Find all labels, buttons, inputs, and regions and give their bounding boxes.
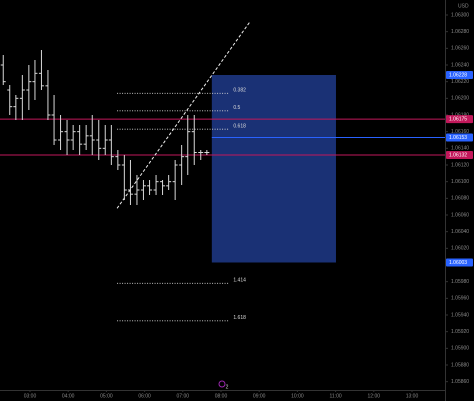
price-tag bbox=[446, 133, 473, 142]
price-tag bbox=[446, 151, 473, 159]
event-icon[interactable] bbox=[218, 380, 226, 388]
price-tag-label: 1.06175 bbox=[449, 116, 467, 122]
y-tick-label: 1.05860 bbox=[451, 379, 469, 385]
price-tag-label: 1.06228 bbox=[449, 72, 467, 78]
fib-label: 0.618 bbox=[233, 123, 246, 129]
price-tag bbox=[446, 115, 473, 124]
y-tick-label: 1.06020 bbox=[451, 246, 469, 252]
x-tick-label: 12:00 bbox=[368, 393, 381, 399]
x-tick-label: 04:00 bbox=[62, 393, 75, 399]
x-tick-label: 07:00 bbox=[177, 393, 190, 399]
fib-label: 1.414 bbox=[233, 278, 246, 284]
x-tick-label: 09:00 bbox=[253, 393, 266, 399]
marker-label: 2 bbox=[226, 384, 229, 390]
y-tick-label: 1.06220 bbox=[451, 79, 469, 85]
x-tick-label: 03:00 bbox=[24, 393, 37, 399]
price-tag bbox=[446, 71, 473, 79]
price-tag-label: 1.06153 bbox=[449, 135, 467, 141]
y-tick-label: 1.06100 bbox=[451, 179, 469, 185]
y-tick-label: 1.06140 bbox=[451, 146, 469, 152]
x-tick-label: 10:00 bbox=[291, 393, 304, 399]
fib-label: 1.618 bbox=[233, 315, 246, 321]
target-box bbox=[211, 75, 336, 263]
y-tick-label: 1.06160 bbox=[451, 129, 469, 135]
trendline bbox=[116, 21, 251, 209]
y-tick-label: 1.06280 bbox=[451, 29, 469, 35]
x-tick-label: 13:00 bbox=[406, 393, 419, 399]
x-tick-label: 08:00 bbox=[215, 393, 228, 399]
x-tick-label: 05:00 bbox=[100, 393, 113, 399]
y-tick-label: 1.06060 bbox=[451, 212, 469, 218]
currency: USD bbox=[458, 3, 469, 9]
fib-label: 0.382 bbox=[233, 88, 246, 94]
y-tick-label: 1.05960 bbox=[451, 296, 469, 302]
price-tag bbox=[446, 258, 473, 267]
y-tick-label: 1.05880 bbox=[451, 362, 469, 368]
y-tick-label: 1.05980 bbox=[451, 279, 469, 285]
y-tick-label: 1.05940 bbox=[451, 312, 469, 318]
y-tick-label: 1.06300 bbox=[451, 12, 469, 18]
y-tick-label: 1.06240 bbox=[451, 62, 469, 68]
x-tick-label: 11:00 bbox=[330, 393, 342, 399]
y-tick-label: 1.06260 bbox=[451, 46, 469, 52]
y-tick-label: 1.06200 bbox=[451, 96, 469, 102]
y-tick-label: 1.06040 bbox=[451, 229, 469, 235]
x-tick-label: 06:00 bbox=[138, 393, 151, 399]
price-tag-label: 1.06132 bbox=[449, 152, 467, 158]
fib-label: 0.5 bbox=[233, 105, 240, 111]
y-tick-label: 1.06120 bbox=[451, 162, 469, 168]
y-tick-label: 1.05920 bbox=[451, 329, 469, 335]
price-tag-label: 1.06003 bbox=[449, 260, 467, 266]
y-tick-label: 1.06080 bbox=[451, 196, 469, 202]
y-tick-label: 1.05900 bbox=[451, 346, 469, 352]
